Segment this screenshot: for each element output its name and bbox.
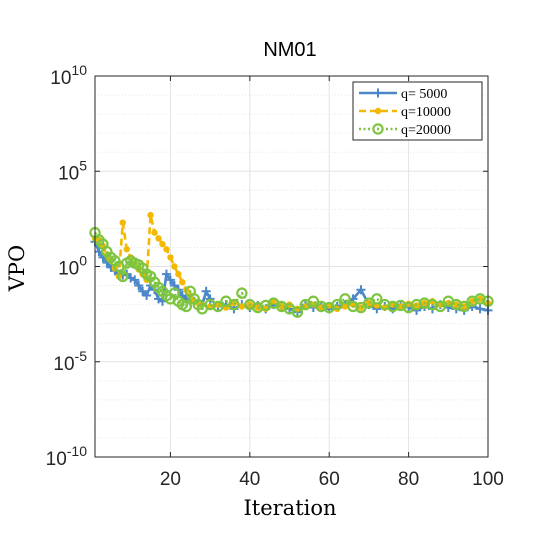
dot-marker bbox=[163, 246, 170, 253]
dot-marker bbox=[238, 303, 246, 310]
circle-marker bbox=[331, 298, 343, 311]
circle-marker bbox=[339, 293, 351, 305]
circle-marker bbox=[228, 298, 240, 311]
plus-marker bbox=[161, 269, 171, 279]
y-axis-label: VPO bbox=[5, 245, 29, 293]
series-2 bbox=[91, 211, 492, 313]
legend: q= 5000 q=10000 q=20000 bbox=[352, 81, 483, 141]
plus-marker bbox=[373, 88, 383, 98]
series-layer bbox=[89, 211, 494, 318]
circle-marker bbox=[458, 300, 470, 313]
dot-marker bbox=[123, 246, 130, 253]
dot-marker bbox=[167, 254, 174, 261]
series-3 bbox=[89, 226, 494, 318]
circle-marker bbox=[387, 300, 399, 313]
dot-marker bbox=[374, 107, 382, 115]
plus-marker bbox=[356, 285, 366, 295]
circle-marker bbox=[236, 287, 248, 299]
plus-marker bbox=[130, 275, 140, 285]
circle-marker bbox=[291, 306, 304, 318]
circle-marker bbox=[212, 300, 224, 313]
dot-marker bbox=[151, 229, 158, 236]
circle-marker bbox=[117, 270, 129, 283]
legend-entry: q= 5000 bbox=[359, 87, 447, 102]
circle-marker bbox=[371, 293, 383, 305]
plus-marker bbox=[134, 281, 144, 291]
dot-marker bbox=[341, 303, 349, 310]
x-tick-label: 80 bbox=[398, 469, 419, 490]
series-line bbox=[93, 231, 489, 314]
legend-entry: q=20000 bbox=[359, 123, 451, 138]
dot-marker bbox=[159, 240, 166, 248]
circle-marker bbox=[315, 300, 327, 313]
x-tick-label: 20 bbox=[160, 469, 181, 490]
ticks-layer bbox=[95, 75, 489, 458]
dot-marker bbox=[179, 278, 186, 286]
legend-label: q=10000 bbox=[401, 105, 451, 120]
circle-marker bbox=[307, 295, 320, 307]
y-tick-label: 10-5 bbox=[53, 348, 87, 375]
circle-marker bbox=[434, 300, 447, 313]
y-tick-label: 100 bbox=[58, 253, 87, 280]
legend-entry: q=10000 bbox=[359, 105, 451, 120]
dot-marker bbox=[175, 270, 182, 278]
plus-marker bbox=[205, 294, 215, 304]
y-tick-label: 10-10 bbox=[46, 443, 88, 470]
x-axis-label: Iteration bbox=[243, 496, 336, 520]
x-tick-labels: 20 40 60 80 100 bbox=[160, 469, 504, 490]
plus-marker bbox=[165, 275, 175, 285]
plus-marker bbox=[475, 304, 485, 314]
x-tick-label: 60 bbox=[319, 469, 340, 490]
legend-label: q=20000 bbox=[401, 123, 451, 138]
dot-marker bbox=[147, 211, 154, 219]
legend-label: q= 5000 bbox=[401, 87, 447, 102]
y-tick-label: 105 bbox=[58, 157, 87, 184]
dot-marker bbox=[119, 219, 126, 226]
plus-marker bbox=[142, 291, 152, 301]
circle-marker bbox=[372, 123, 384, 135]
dot-marker bbox=[155, 235, 162, 242]
y-tick-labels: 1010 105 100 10-5 10-10 bbox=[46, 62, 88, 470]
circle-marker bbox=[180, 300, 193, 313]
dot-marker bbox=[171, 263, 178, 270]
plus-marker bbox=[201, 286, 211, 296]
chart-title: NM01 bbox=[263, 39, 316, 61]
x-tick-label: 40 bbox=[239, 469, 260, 490]
circle-marker bbox=[347, 300, 359, 313]
x-tick-label: 100 bbox=[472, 469, 504, 490]
series-line bbox=[94, 213, 489, 311]
y-tick-label: 1010 bbox=[50, 62, 87, 89]
